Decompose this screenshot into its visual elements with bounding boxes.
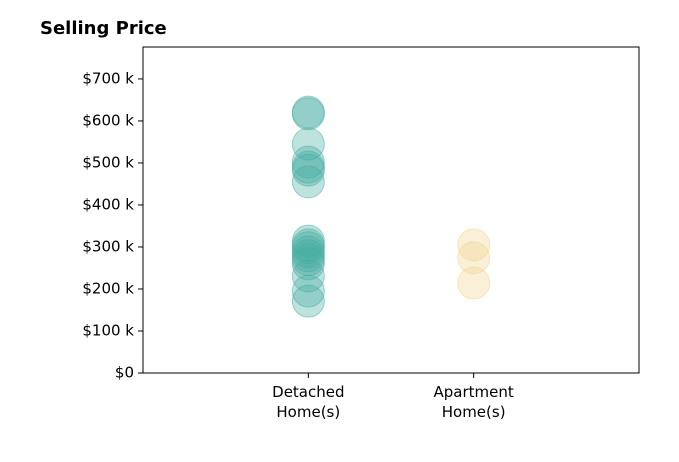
point xyxy=(291,145,325,179)
point xyxy=(291,259,325,293)
point xyxy=(291,127,325,161)
y-tick-label: $100 k xyxy=(82,321,134,339)
x-tick-label: Apartment Home(s) xyxy=(433,383,514,421)
x-tick-label: Detached Home(s) xyxy=(272,383,345,421)
y-tick-label: $0 xyxy=(115,364,134,382)
y-tick-label: $600 k xyxy=(82,111,134,129)
point xyxy=(291,153,325,187)
point xyxy=(291,97,325,131)
point xyxy=(291,284,325,318)
y-tick-label: $500 k xyxy=(82,153,134,171)
point xyxy=(291,165,325,199)
point xyxy=(457,228,491,262)
y-tick-label: $300 k xyxy=(82,237,134,255)
plot-frame xyxy=(142,46,640,374)
point xyxy=(457,266,491,300)
point xyxy=(457,241,491,275)
point xyxy=(291,247,325,281)
y-tick-label: $700 k xyxy=(82,69,134,87)
y-tick-label: $200 k xyxy=(82,279,134,297)
y-tick-label: $400 k xyxy=(82,195,134,213)
chart-title: Selling Price xyxy=(40,18,167,39)
point xyxy=(291,274,325,308)
